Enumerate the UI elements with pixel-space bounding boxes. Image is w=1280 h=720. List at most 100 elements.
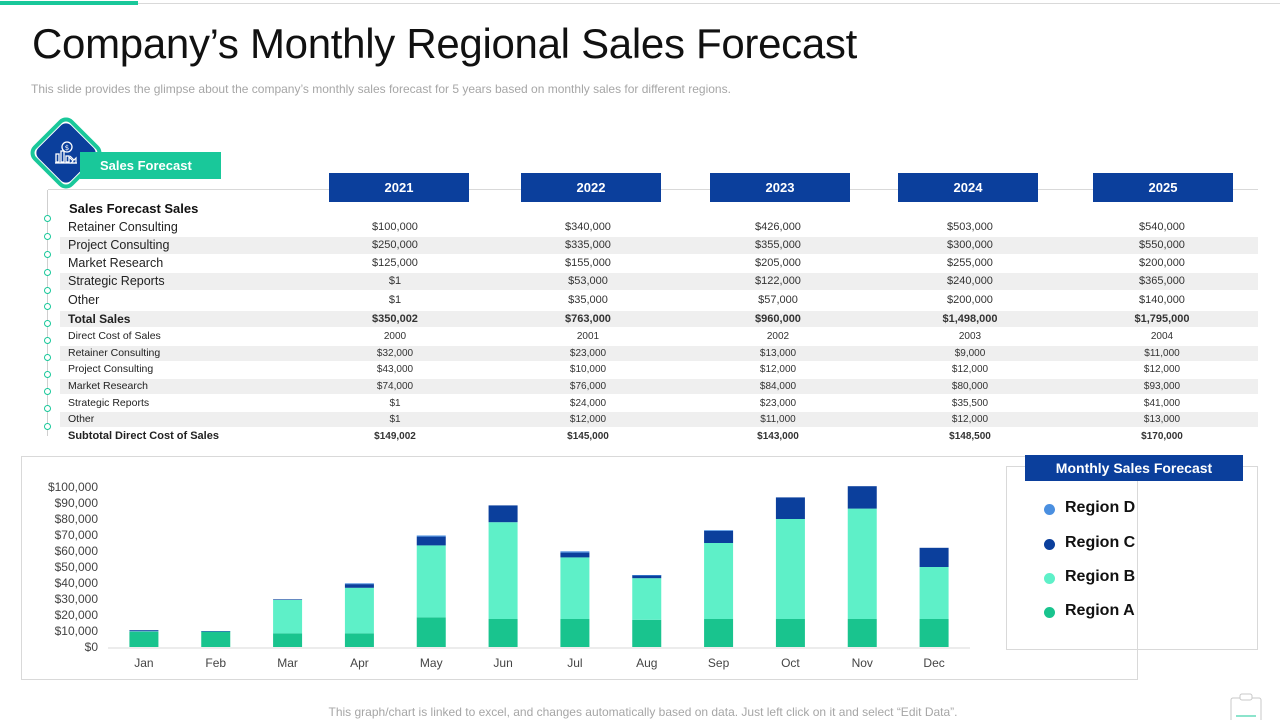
table-row: Market Research $74,000 $76,000 $84,000 $80,… — [60, 379, 1258, 394]
table-cell: $550,000 — [1139, 239, 1185, 251]
legend-label: Region A — [1065, 602, 1135, 619]
table-cell: $1,795,000 — [1134, 313, 1190, 325]
bar-region-a-nov — [847, 619, 877, 647]
bar-region-a-aug — [632, 619, 662, 647]
y-tick-label: $80,000 — [55, 512, 99, 526]
table-cell: $426,000 — [755, 221, 801, 233]
table-cell: $205,000 — [755, 257, 801, 269]
timeline-dot — [44, 423, 51, 430]
table-cell: $125,000 — [372, 257, 418, 269]
table-cell: $23,000 — [569, 348, 607, 359]
x-tick-label: Aug — [636, 656, 657, 670]
row-label: Market Research — [68, 380, 148, 392]
table-cell: 2001 — [576, 331, 600, 342]
table-cell: $350,002 — [372, 313, 418, 325]
table-cell: 2004 — [1150, 331, 1174, 342]
year-header-2025: 2025 — [1093, 173, 1233, 202]
legend-swatch-icon — [1044, 504, 1055, 515]
table-cell: $540,000 — [1139, 221, 1185, 233]
bar-region-c-sep — [704, 531, 734, 543]
table-cell: $13,000 — [759, 348, 797, 359]
row-label: Retainer Consulting — [68, 347, 161, 359]
table-row: Retainer Consulting $32,000 $23,000 $13,000… — [60, 346, 1258, 361]
y-tick-label: $60,000 — [55, 544, 99, 558]
x-tick-label: Feb — [205, 656, 226, 670]
table-row: Other $1 $35,000 $57,000 $200,000 $140,000 — [60, 292, 1258, 309]
bar-region-b-feb — [201, 631, 231, 632]
bar-region-b-jan — [129, 631, 159, 632]
bar-region-a-apr — [344, 633, 374, 647]
table-cell: $35,000 — [568, 294, 608, 306]
bar-region-c-may — [416, 536, 446, 546]
table-cell: $23,000 — [759, 398, 797, 409]
table-section-title: Sales Forecast Sales — [69, 201, 199, 216]
timeline-dot — [44, 287, 51, 294]
table-row: Project Consulting $43,000 $10,000 $12,000 $… — [60, 362, 1258, 377]
table-cell: $74,000 — [376, 381, 414, 392]
legend-swatch-icon — [1044, 573, 1055, 584]
table-cell: $41,000 — [1143, 398, 1181, 409]
x-tick-label: Mar — [277, 656, 298, 670]
timeline-dot — [44, 215, 51, 222]
bar-region-b-may — [416, 545, 446, 618]
table-row: Strategic Reports $1 $24,000 $23,000 $35,500… — [60, 396, 1258, 411]
legend-label: Region D — [1065, 499, 1136, 516]
timeline-dot — [44, 371, 51, 378]
table-cell: $1,498,000 — [942, 313, 998, 325]
table-row: Direct Cost of Sales 2000 2001 2002 2003 2004 — [60, 329, 1258, 344]
bar-region-c-feb — [201, 631, 231, 632]
table-cell: $140,000 — [1139, 294, 1185, 306]
x-tick-label: May — [420, 656, 443, 670]
row-label: Direct Cost of Sales — [68, 330, 161, 342]
row-label: Project Consulting — [68, 238, 170, 252]
table-cell: $13,000 — [1143, 414, 1181, 425]
bar-region-a-dec — [919, 619, 949, 647]
table-row: Subtotal Direct Cost of Sales $149,002 $14… — [60, 429, 1258, 444]
top-accent-bar — [0, 1, 138, 5]
table-cell: $503,000 — [947, 221, 993, 233]
bar-region-c-jun — [488, 505, 518, 523]
y-tick-label: $50,000 — [55, 560, 99, 574]
page-subtitle: This slide provides the glimpse about th… — [31, 82, 731, 96]
bar-region-c-nov — [847, 486, 877, 509]
table-cell: $763,000 — [565, 313, 611, 325]
x-tick-label: Oct — [781, 656, 800, 670]
table-cell: $255,000 — [947, 257, 993, 269]
table-cell: $960,000 — [755, 313, 801, 325]
table-cell: $335,000 — [565, 239, 611, 251]
bar-region-d-apr — [344, 583, 374, 585]
timeline-dot — [44, 337, 51, 344]
table-cell: $155,000 — [565, 257, 611, 269]
timeline-dot — [44, 405, 51, 412]
timeline-dot — [44, 320, 51, 327]
table-row: Retainer Consulting $100,000 $340,000 $426,… — [60, 219, 1258, 235]
row-timeline — [47, 190, 48, 436]
table-cell: $200,000 — [1139, 257, 1185, 269]
bar-region-b-mar — [273, 599, 303, 634]
footnote: This graph/chart is linked to excel, and… — [328, 705, 958, 719]
year-header-2021: 2021 — [329, 173, 469, 202]
table-cell: $12,000 — [569, 414, 607, 425]
table-cell: $145,000 — [567, 431, 609, 442]
table-cell: $80,000 — [951, 381, 989, 392]
legend-label: Region B — [1065, 568, 1136, 585]
y-tick-label: $90,000 — [55, 496, 99, 510]
table-cell: $1 — [389, 414, 401, 425]
page-title: Company’s Monthly Regional Sales Forecas… — [32, 20, 857, 67]
row-label: Total Sales — [68, 312, 131, 326]
table-cell: $149,002 — [374, 431, 416, 442]
table-cell: $32,000 — [376, 348, 414, 359]
table-cell: $143,000 — [757, 431, 799, 442]
table-cell: $300,000 — [947, 239, 993, 251]
x-tick-label: Sep — [708, 656, 730, 670]
bar-region-d-may — [416, 535, 446, 537]
legend-swatch-icon — [1044, 539, 1055, 550]
table-row: Total Sales $350,002 $763,000 $960,000 $1,49… — [60, 311, 1258, 327]
bar-region-c-oct — [775, 497, 805, 519]
table-cell: $148,500 — [949, 431, 991, 442]
bar-region-b-aug — [632, 578, 662, 620]
x-tick-label: Jun — [493, 656, 512, 670]
bar-region-a-mar — [273, 633, 303, 647]
timeline-dot — [44, 251, 51, 258]
